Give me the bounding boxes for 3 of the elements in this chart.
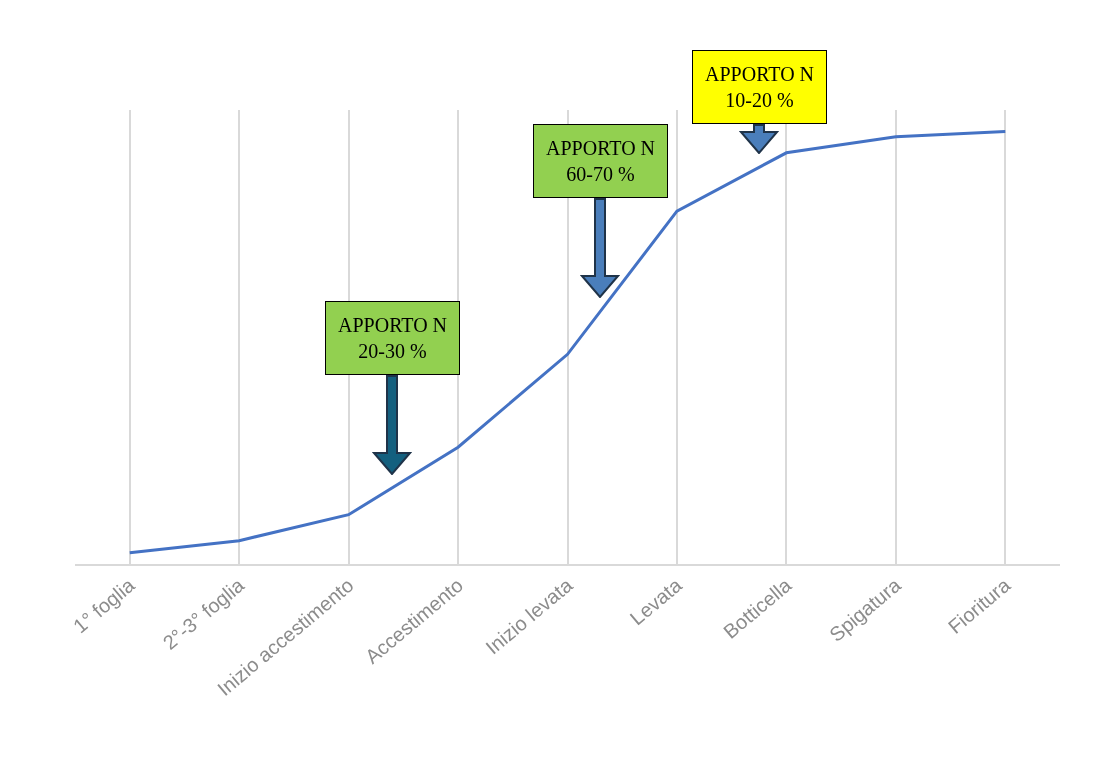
- annotation: APPORTO N 60-70 %: [546, 137, 656, 185]
- annotation: APPORTO N 20-30 %: [338, 314, 448, 362]
- text: APPORTO N 10-20 %: [705, 63, 815, 111]
